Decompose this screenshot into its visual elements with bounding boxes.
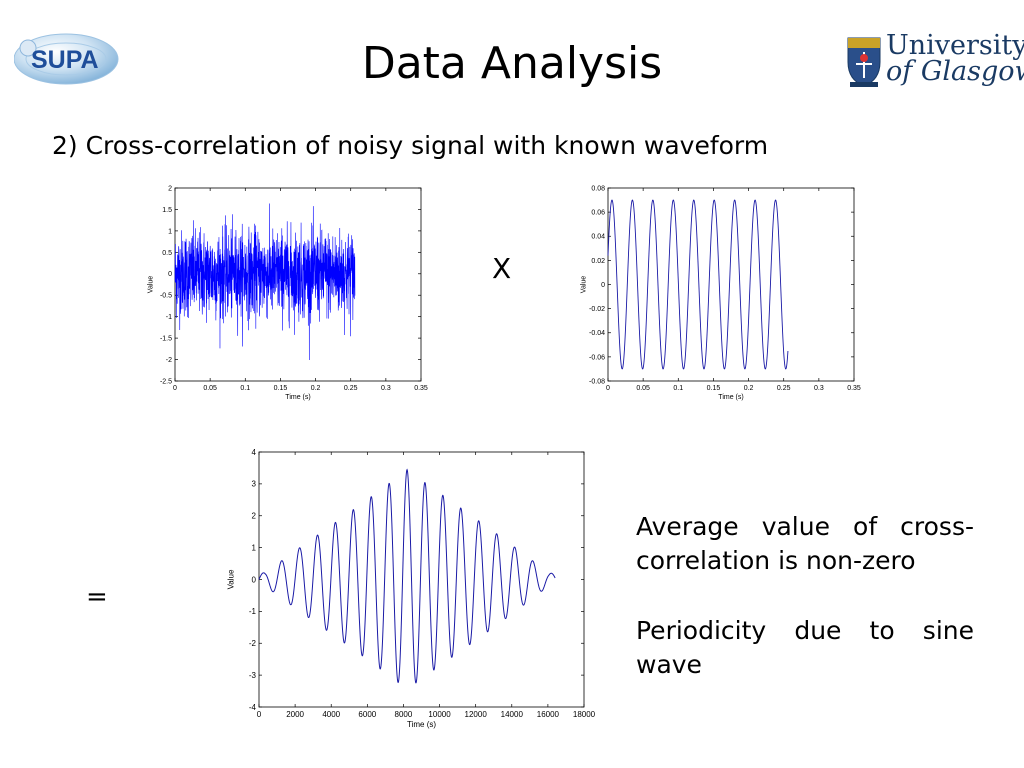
note-average-nonzero: Average value of cross-correlation is no… [636, 512, 974, 575]
slide-title: Data Analysis [361, 38, 663, 89]
note-periodicity: Periodicity due to sine wave [636, 616, 974, 679]
supa-logo: SUPA [13, 30, 126, 92]
y-tick-label: -2 [249, 639, 257, 648]
y-tick-label: -1 [166, 314, 172, 321]
y-tick-label: -0.04 [589, 330, 605, 337]
plot-area [258, 451, 585, 708]
series-line [258, 468, 556, 684]
series-line [174, 203, 356, 361]
noisy-signal-chart: 0 0.05 0.1 0.15 0.2 0.25 0.3 0.35 -2.5 -2 -1.5 -1 -0… [148, 185, 428, 401]
slide-subtitle: 2) Cross-correlation of noisy signal wit… [52, 131, 769, 160]
x-tick-label: 10000 [428, 710, 451, 719]
glasgow-name-line2: of Glasgow [886, 56, 1024, 87]
y-tick-label: -4 [249, 703, 257, 712]
glasgow-logo: University of Glasgow [846, 30, 1024, 90]
y-axis-label: Value [148, 276, 155, 293]
x-tick-label: 12000 [465, 710, 488, 719]
supa-logo-text: SUPA [31, 46, 99, 74]
y-tick-label: 0.5 [162, 250, 172, 257]
y-tick-label: -0.5 [160, 293, 172, 300]
x-tick-label: 0 [257, 710, 262, 719]
y-tick-label: 0.08 [591, 185, 605, 192]
x-tick-label: 0.1 [240, 385, 250, 392]
x-axis-label: Time (s) [285, 394, 310, 401]
y-axis-label: Value [581, 276, 588, 293]
x-tick-label: 0 [606, 385, 610, 392]
y-tick-label: 0.04 [591, 234, 605, 241]
y-tick-label: 1 [168, 228, 172, 235]
y-tick-label: 1 [252, 543, 257, 552]
glasgow-crest-icon [847, 37, 881, 87]
cross-correlation-chart: 0 2000 4000 6000 8000 10000 12000 14000 16000 180… [226, 448, 596, 729]
x-tick-label: 6000 [358, 710, 376, 719]
glasgow-name-line1: University [886, 30, 1024, 61]
y-tick-label: -2 [166, 357, 172, 364]
x-tick-label: 0.35 [414, 385, 428, 392]
x-tick-label: 0.05 [203, 385, 217, 392]
x-tick-label: 16000 [537, 710, 560, 719]
y-tick-label: 1.5 [162, 207, 172, 214]
y-tick-label: 0 [601, 282, 605, 289]
y-tick-label: 0.02 [591, 258, 605, 265]
y-tick-label: 2 [168, 185, 172, 192]
x-tick-label: 0.2 [311, 385, 321, 392]
y-tick-label: 2 [252, 512, 257, 521]
y-tick-label: -0.06 [589, 354, 605, 361]
x-tick-label: 8000 [395, 710, 413, 719]
y-axis-label: Value [226, 569, 235, 589]
x-tick-label: 0 [173, 385, 177, 392]
x-tick-label: 0.35 [847, 385, 861, 392]
series-line [607, 199, 789, 370]
x-tick-label: 0.15 [274, 385, 288, 392]
x-tick-label: 0.05 [636, 385, 650, 392]
multiply-operator: X [492, 252, 512, 285]
y-tick-label: 3 [252, 480, 257, 489]
y-tick-label: -0.08 [589, 378, 605, 385]
x-tick-label: 14000 [501, 710, 524, 719]
known-waveform-chart: 0 0.05 0.1 0.15 0.2 0.25 0.3 0.35 -0.08 -0.06 -0.0… [581, 185, 861, 401]
y-tick-label: -1 [249, 607, 257, 616]
x-axis-label: Time (s) [407, 720, 436, 729]
x-tick-label: 0.25 [777, 385, 791, 392]
x-tick-label: 2000 [286, 710, 304, 719]
x-tick-label: 0.25 [344, 385, 358, 392]
x-tick-label: 0.3 [814, 385, 824, 392]
y-tick-label: 0.06 [591, 210, 605, 217]
x-tick-label: 0.3 [381, 385, 391, 392]
y-tick-label: -0.02 [589, 306, 605, 313]
x-tick-label: 4000 [322, 710, 340, 719]
x-axis-label: Time (s) [718, 394, 743, 401]
y-tick-label: -3 [249, 671, 257, 680]
x-tick-label: 18000 [573, 710, 596, 719]
y-tick-label: -2.5 [160, 378, 172, 385]
x-tick-label: 0.2 [744, 385, 754, 392]
y-tick-label: -1.5 [160, 336, 172, 343]
x-tick-label: 0.15 [707, 385, 721, 392]
y-tick-label: 4 [252, 448, 257, 457]
x-tick-label: 0.1 [673, 385, 683, 392]
equals-operator: = [86, 582, 108, 612]
y-tick-label: 0 [252, 575, 257, 584]
y-tick-label: 0 [168, 271, 172, 278]
